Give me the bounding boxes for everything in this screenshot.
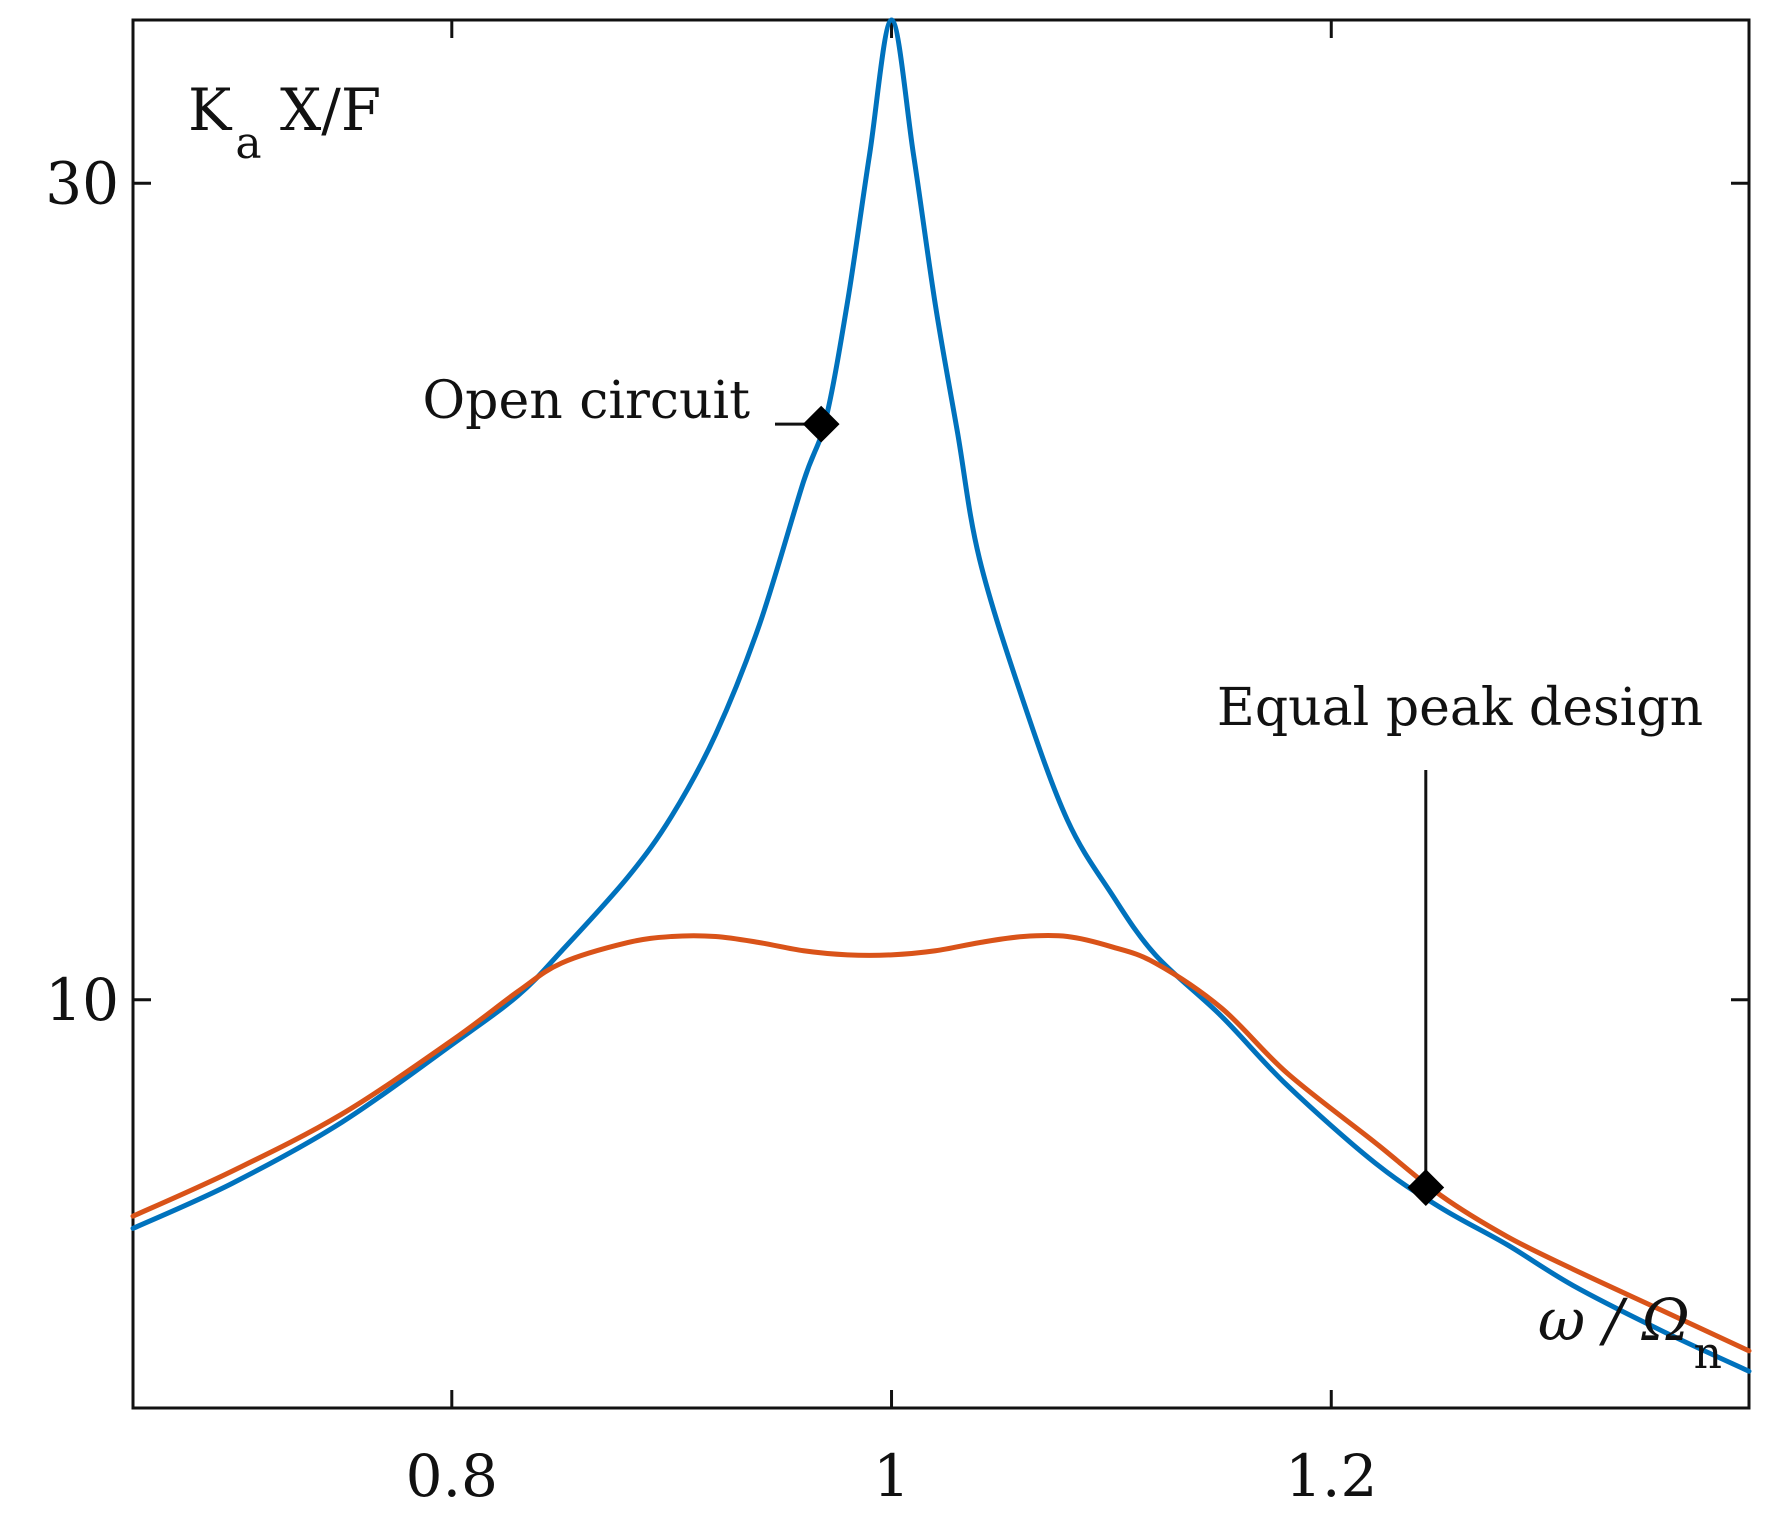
series-line-equal-peak-design — [130, 932, 1752, 1354]
annotation-marker-open-circuit — [802, 405, 840, 443]
axis-ticks: 0.8 1 1.2 10 30 — [45, 20, 1749, 1510]
y-tick-label: 30 — [45, 149, 119, 217]
annotation-label-open-circuit: Open circuit — [423, 371, 751, 431]
x-tick-label: 0.8 — [406, 1442, 498, 1510]
x-tick-label: 1 — [873, 1442, 910, 1510]
x-axis-label-main: ω / Ω — [1538, 1286, 1690, 1354]
y-axis-label: Ka X/F — [188, 76, 381, 169]
annotation-label-equal-peak-design: Equal peak design — [1217, 678, 1703, 738]
series-line-open-circuit — [130, 17, 1752, 1374]
x-axis-label-subscript: n — [1694, 1328, 1722, 1379]
y-tick-label: 10 — [45, 966, 119, 1034]
x-axis-label: ω / Ωn — [1538, 1286, 1722, 1379]
annotation-marker-equal-peak-design — [1407, 1169, 1445, 1206]
y-axis-label-k: K — [188, 76, 233, 144]
plot-frame — [131, 18, 1751, 1410]
x-tick-label: 1.2 — [1285, 1442, 1377, 1510]
y-axis-label-rest: X/F — [262, 76, 382, 144]
y-axis-label-subscript: a — [235, 118, 261, 169]
